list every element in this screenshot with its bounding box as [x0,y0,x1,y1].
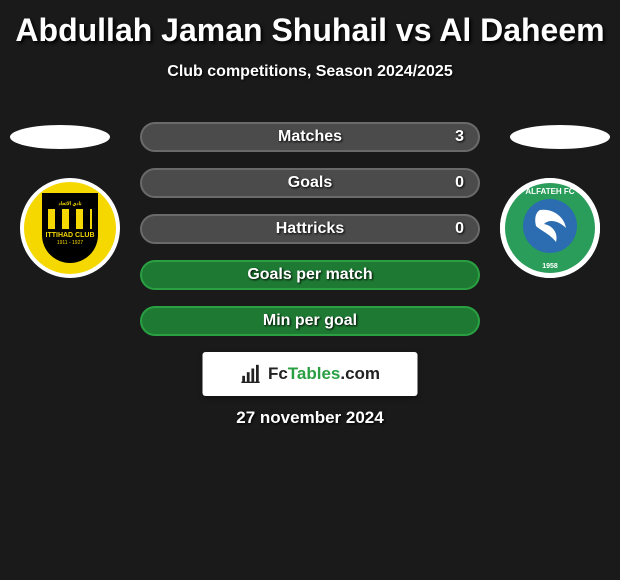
club-right-year: 1958 [542,263,558,270]
stat-label: Goals [288,174,332,192]
player-left-ellipse [10,125,110,149]
stat-bar-matches: Matches 3 [140,122,480,152]
club-logo-right: ALFATEH FC 1958 [500,178,600,278]
stat-label: Matches [278,128,342,146]
brand-com: .com [340,364,380,384]
club-logo-left: نادي الاتحاد ITTIHAD CLUB 1911 - 1927 [20,178,120,278]
stat-bar-hattricks: Hattricks 0 [140,214,480,244]
club-left-arabic: نادي الاتحاد [58,201,81,207]
stat-value: 0 [455,174,464,192]
player-right-ellipse [510,125,610,149]
stat-label: Min per goal [263,312,357,330]
brand-tables: Tables [288,364,341,384]
club-left-stripes [48,209,92,229]
club-left-name: ITTIHAD CLUB [46,232,95,239]
stat-bar-min-per-goal: Min per goal [140,306,480,336]
stats-bars: Matches 3 Goals 0 Hattricks 0 Goals per match M… [140,122,480,352]
page-title: Abdullah Jaman Shuhail vs Al Daheem [0,0,620,49]
chart-icon [240,363,262,385]
club-left-years: 1911 - 1927 [57,240,83,246]
stat-bar-goals: Goals 0 [140,168,480,198]
stat-label: Hattricks [276,220,344,238]
brand-fc: Fc [268,364,288,384]
fctables-badge[interactable]: FcTables.com [203,352,418,396]
stat-label: Goals per match [247,266,372,284]
stat-value: 0 [455,220,464,238]
subtitle: Club competitions, Season 2024/2025 [0,63,620,81]
stat-value: 3 [455,128,464,146]
date-label: 27 november 2024 [0,408,620,428]
club-right-name: ALFATEH FC [525,187,574,196]
stat-bar-goals-per-match: Goals per match [140,260,480,290]
